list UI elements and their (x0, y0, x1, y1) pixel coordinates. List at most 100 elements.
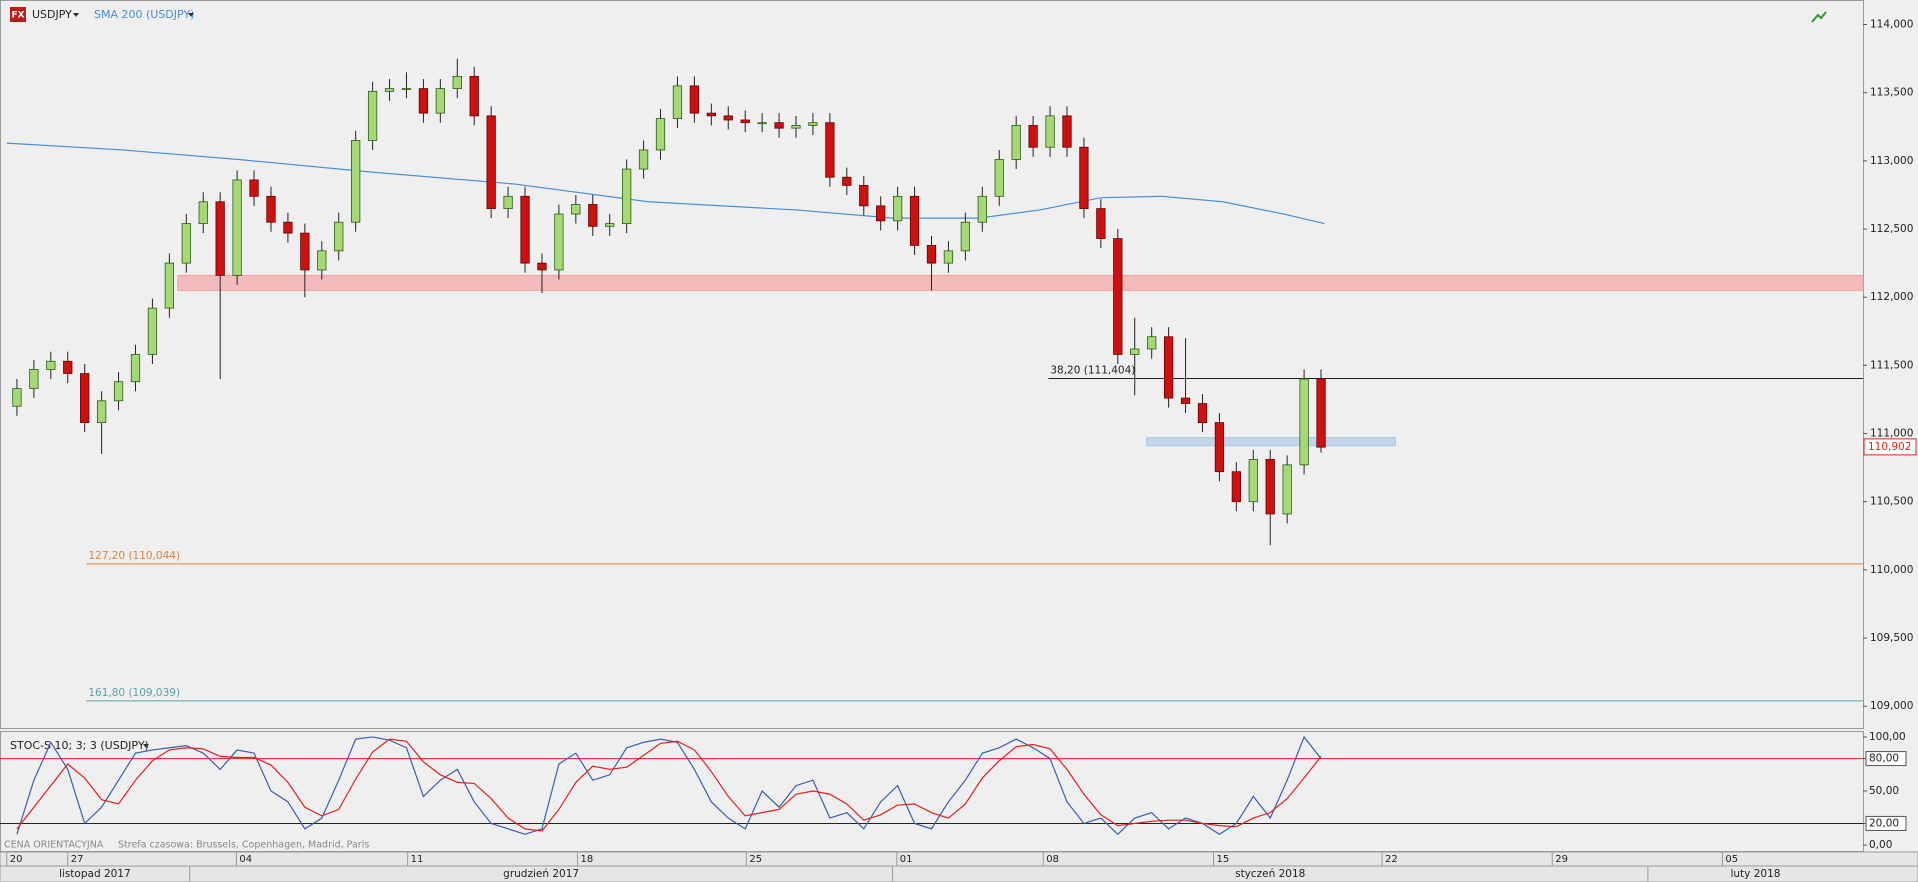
y-tick-label: 112,500 (1870, 223, 1913, 235)
candle-body (909, 195, 920, 246)
candle-body (418, 88, 429, 114)
logo: FX (11, 11, 24, 21)
candle-body (774, 122, 784, 129)
candle-body (791, 125, 801, 129)
y-tick-label: 20,00 (1869, 817, 1899, 829)
y-tick-label: 110,000 (1870, 564, 1913, 576)
candle-body (1282, 464, 1292, 515)
x-tick-label: 04 (239, 854, 252, 865)
candle-body (706, 112, 716, 117)
y-tick-label: 109,000 (1870, 700, 1913, 712)
candle-body (46, 360, 56, 370)
zone (1146, 437, 1397, 447)
x-tick-label: 01 (900, 854, 913, 865)
x-tick-label: 20 (10, 854, 23, 865)
y-tick-label: 110,500 (1870, 496, 1913, 508)
month-label: listopad 2017 (59, 868, 131, 880)
candle-body (113, 381, 124, 402)
candle-body (994, 159, 1004, 197)
candle-body (96, 400, 107, 424)
candle-body (1248, 459, 1258, 503)
candle-body (892, 195, 903, 222)
candle-body (401, 88, 412, 91)
candle-body (571, 204, 581, 215)
y-tick-label: 111,500 (1870, 359, 1913, 371)
symbol[interactable]: USDJPY (32, 8, 72, 21)
y-tick-box (1865, 815, 1907, 831)
dropdown-arrow[interactable] (188, 13, 194, 17)
x-tick-label: 29 (1555, 854, 1568, 865)
x-tick-label: 05 (1725, 854, 1738, 865)
candle-body (12, 388, 22, 407)
y-tick-label: 114,000 (1870, 19, 1913, 31)
candle-body (130, 354, 141, 383)
candle-body (605, 223, 615, 227)
candle-body (638, 149, 649, 170)
footer-label: CENA ORIENTACYJNA (4, 840, 104, 851)
candle-body (486, 115, 496, 209)
stoch-title[interactable]: STOC-S 10; 3; 3 (USDJPY) (10, 739, 149, 752)
x-tick-label: 08 (1046, 854, 1059, 865)
candle-body (554, 213, 564, 271)
candle-body (689, 85, 700, 114)
candle-body (1113, 238, 1123, 355)
candle-body (1130, 348, 1140, 355)
candle-body (672, 85, 683, 120)
candle-body (503, 195, 513, 209)
month-label: grudzień 2017 (503, 868, 579, 880)
dropdown-arrow[interactable] (73, 13, 79, 17)
y-tick-label: 113,000 (1870, 155, 1913, 167)
x-tick-label: 25 (749, 854, 762, 865)
candle-body (266, 195, 276, 223)
candle-body (452, 75, 462, 90)
fib-label: 161,80 (109,039) (88, 687, 180, 699)
candle-body (588, 204, 598, 227)
candle-body (317, 250, 327, 271)
y-tick-label: 112,000 (1870, 291, 1913, 303)
candle-body (63, 360, 73, 374)
candle-body (181, 223, 191, 264)
candle-body (147, 307, 158, 355)
candle-body (469, 75, 479, 117)
candle-body (520, 195, 530, 264)
candle-body (1180, 397, 1191, 404)
y-tick-label: 100,00 (1869, 731, 1906, 743)
candle-body (232, 179, 242, 276)
candle-body (29, 369, 39, 389)
timezone: Strefa czasowa: Brussels, Copenhagen, Ma… (118, 840, 369, 851)
stoch-line (16, 738, 1322, 832)
candle-body (1316, 378, 1326, 448)
dropdown-arrow[interactable] (143, 744, 149, 748)
candle-body (435, 88, 445, 114)
candle-body (1079, 146, 1089, 209)
candle-body (367, 90, 378, 141)
fib-label: 127,20 (110,044) (88, 550, 180, 562)
candle-body (723, 115, 733, 121)
candle-body (622, 168, 632, 224)
candle-body (960, 221, 971, 252)
month-label: luty 2018 (1730, 868, 1780, 880)
indicator-name[interactable]: SMA 200 (USDJPY) (94, 8, 194, 21)
candle-body (215, 201, 225, 276)
x-tick-label: 11 (411, 854, 424, 865)
candle-body (1028, 125, 1038, 148)
x-tick-label: 15 (1216, 854, 1229, 865)
last-price: 110,902 (1868, 441, 1911, 453)
candle-body (1045, 115, 1055, 148)
candle-body (334, 221, 344, 252)
candle-body (384, 88, 395, 92)
date-axis (0, 851, 1918, 882)
candle-body (1011, 125, 1021, 160)
candle-body (164, 262, 174, 309)
candle-body (351, 140, 361, 223)
trend-icon[interactable] (1811, 11, 1827, 23)
candle-body (300, 232, 310, 271)
logo-box (10, 7, 26, 22)
candle-body (876, 205, 886, 222)
price-panel (0, 0, 1864, 729)
candle-body (249, 179, 259, 197)
month-label: styczeń 2018 (1235, 868, 1305, 880)
y-tick-label: 113,500 (1870, 87, 1913, 99)
candle-body (1062, 115, 1072, 148)
